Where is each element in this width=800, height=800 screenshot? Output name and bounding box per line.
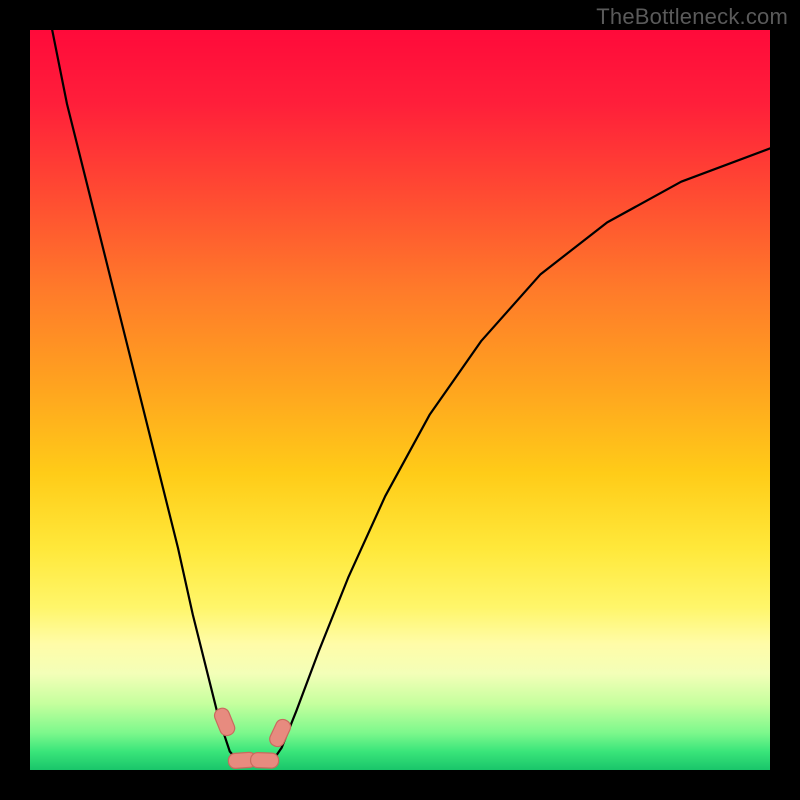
watermark-text: TheBottleneck.com [596, 4, 788, 30]
bottleneck-chart [30, 30, 770, 770]
marker-capsule [250, 752, 279, 768]
chart-frame [30, 30, 770, 770]
